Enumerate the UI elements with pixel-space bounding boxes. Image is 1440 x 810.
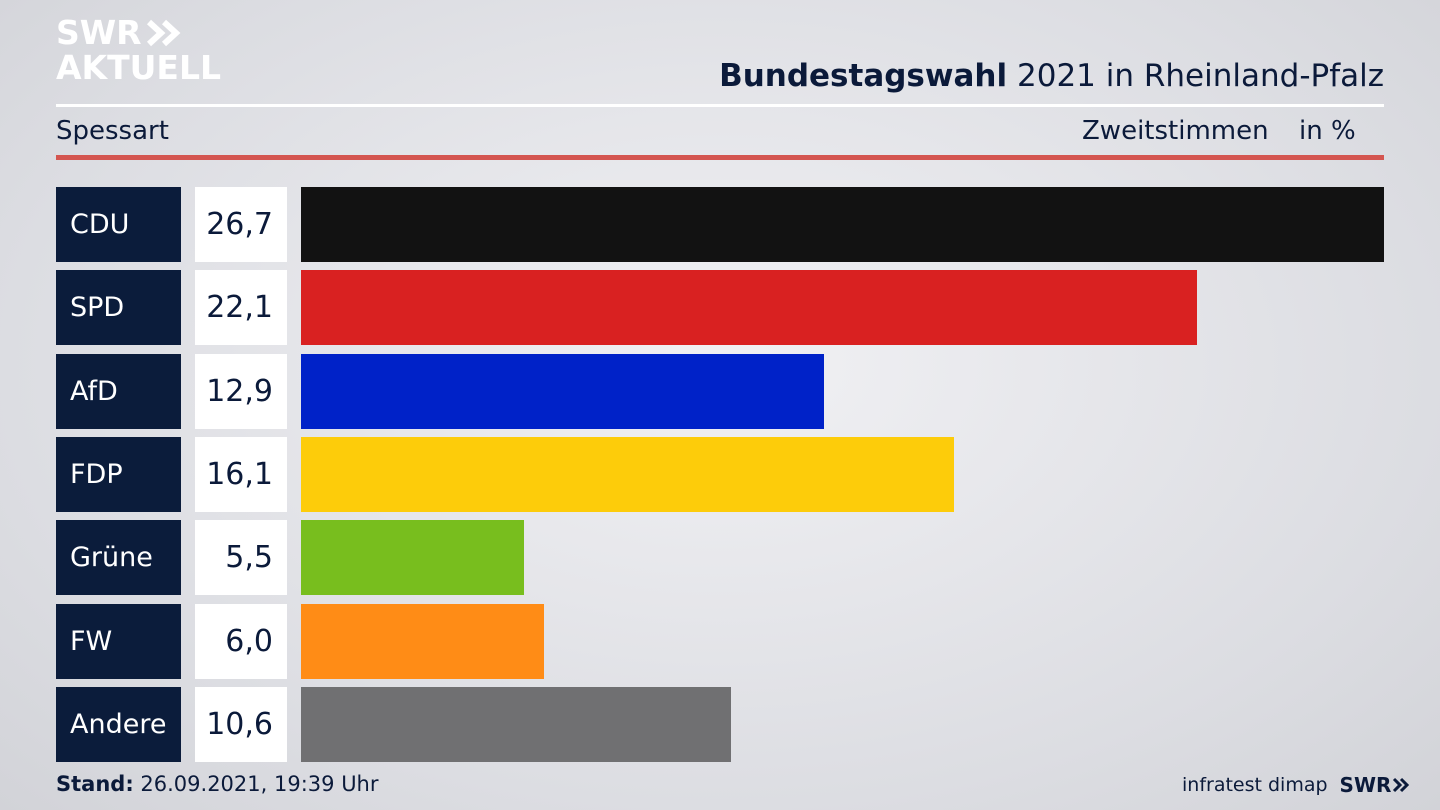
logo-line2: AKTUELL [56,48,222,87]
bar [301,687,731,762]
value-label: 10,6 [195,687,287,762]
party-label: AfD [56,354,181,429]
source-label: infratest dimap [1182,774,1328,796]
value-label: 5,5 [195,520,287,595]
source-credit: infratest dimap SWR [1182,773,1410,797]
bar [301,354,824,429]
party-label: Grüne [56,520,181,595]
bar [301,604,544,679]
metric-label: Zweitstimmen [1082,116,1269,146]
value-label: 22,1 [195,270,287,345]
unit-label: in % [1299,116,1356,146]
logo-line1: SWR [56,13,142,52]
timestamp: Stand: 26.09.2021, 19:39 Uhr [56,772,379,796]
title-bold: Bundestagswahl [719,58,1008,94]
bar [301,187,1384,262]
bar [301,270,1197,345]
stand-value: 26.09.2021, 19:39 Uhr [140,772,379,796]
region-label: Spessart [56,116,169,146]
value-label: 12,9 [195,354,287,429]
bar-row: FW 6,0 [56,604,1384,679]
swr-footer-logo: SWR [1340,773,1411,797]
page-title: Bundestagswahl 2021 in Rheinland-Pfalz [719,58,1384,94]
stand-label: Stand: [56,772,134,796]
bar [301,520,524,595]
bar-row: AfD 12,9 [56,354,1384,429]
value-label: 16,1 [195,437,287,512]
party-label: FW [56,604,181,679]
bar-row: SPD 22,1 [56,270,1384,345]
party-label: SPD [56,270,181,345]
bar-row: CDU 26,7 [56,187,1384,262]
party-label: CDU [56,187,181,262]
double-chevron-icon [146,19,181,46]
bar [301,437,954,512]
value-label: 6,0 [195,604,287,679]
bar-row: Andere 10,6 [56,687,1384,762]
value-label: 26,7 [195,187,287,262]
bar-row: FDP 16,1 [56,437,1384,512]
swr-footer-text: SWR [1339,773,1392,797]
party-label: Andere [56,687,181,762]
accent-divider [56,155,1384,160]
bar-row: Grüne 5,5 [56,520,1384,595]
party-label: FDP [56,437,181,512]
header-divider [56,104,1384,107]
title-rest: 2021 in Rheinland-Pfalz [1017,58,1384,94]
swr-aktuell-logo: SWR AKTUELL [56,16,221,84]
double-chevron-icon [1393,777,1410,793]
